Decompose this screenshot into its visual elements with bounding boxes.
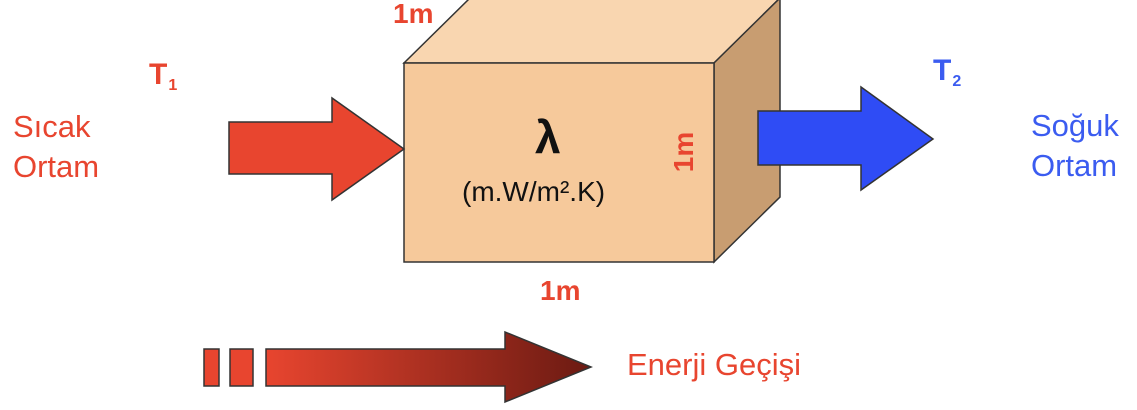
energy-arrow-dash-2 bbox=[229, 348, 254, 387]
thermal-conductivity-symbol: λ bbox=[535, 111, 561, 163]
hot-temperature-label: T1 bbox=[149, 58, 178, 94]
side-dimension-label: 1m bbox=[668, 131, 700, 173]
energy-arrow-body bbox=[265, 330, 593, 404]
cold-temperature-label: T2 bbox=[933, 54, 962, 90]
block-front-face bbox=[403, 62, 715, 263]
bottom-dimension-label: 1m bbox=[540, 275, 581, 306]
cold-environment-label: Soğuk Ortam bbox=[1031, 108, 1119, 183]
top-dimension-label: 1m bbox=[393, 0, 434, 29]
energy-transfer-label: Enerji Geçişi bbox=[627, 347, 801, 382]
energy-arrow-dash-1 bbox=[203, 348, 220, 387]
hot-side-arrow bbox=[228, 96, 406, 202]
hot-environment-label: Sıcak Ortam bbox=[13, 109, 100, 184]
thermal-conductivity-unit: (m.W/m².K) bbox=[462, 176, 606, 207]
cold-side-arrow bbox=[757, 85, 935, 192]
